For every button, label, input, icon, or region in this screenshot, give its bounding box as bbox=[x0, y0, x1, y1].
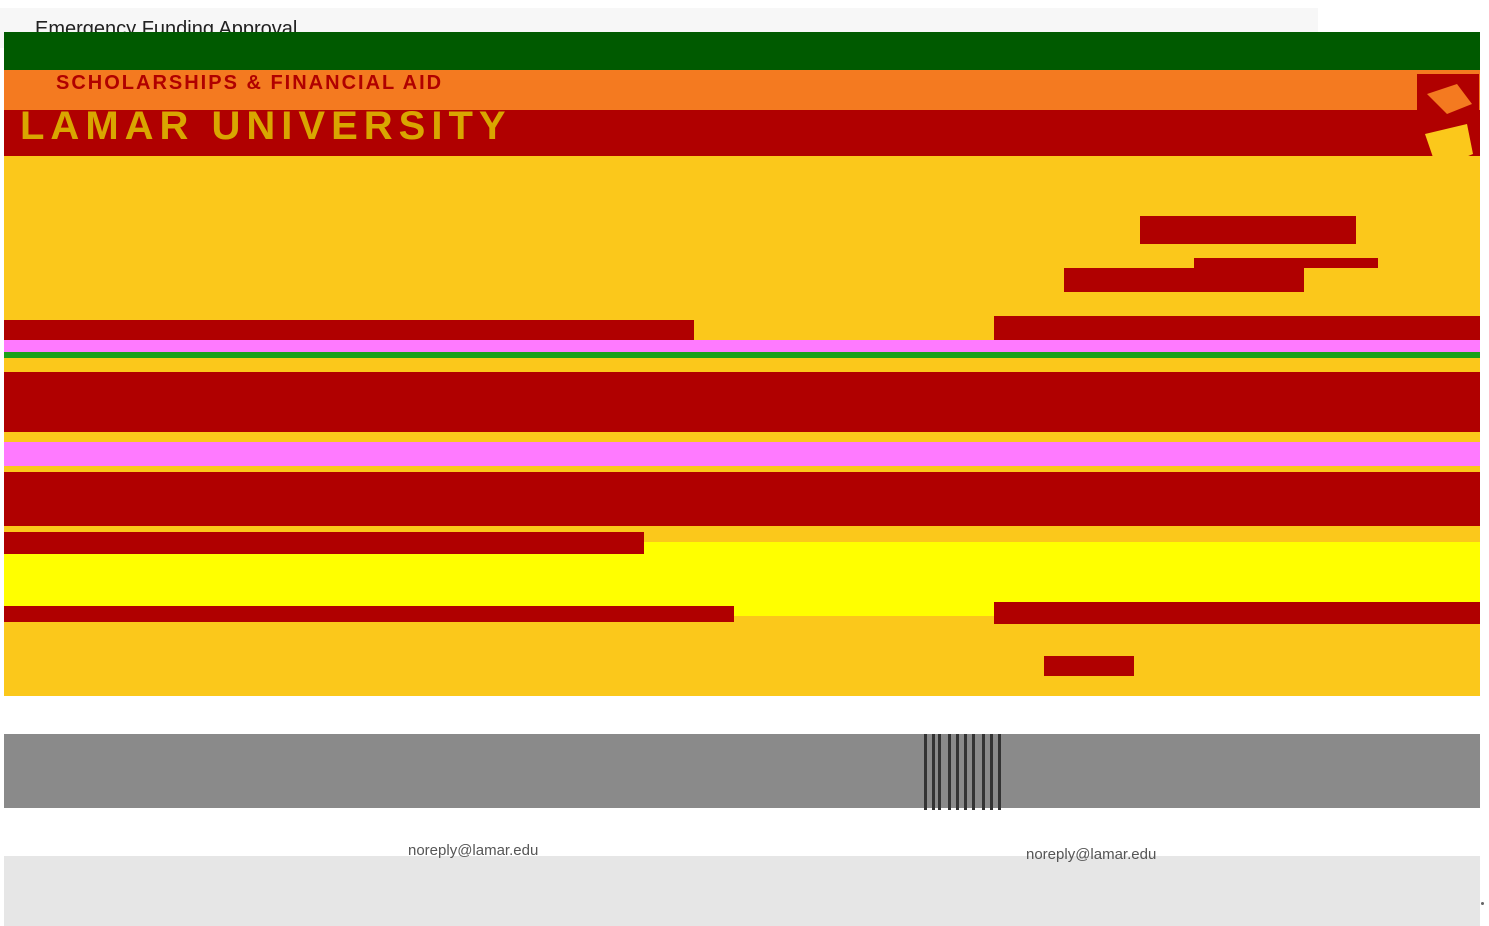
fragment-9 bbox=[994, 602, 1480, 624]
corner-dot bbox=[1481, 902, 1484, 905]
fragment-4 bbox=[1044, 656, 1134, 676]
body-green-line bbox=[4, 352, 1480, 358]
email-body-image bbox=[4, 156, 1480, 696]
fragment-2 bbox=[1194, 258, 1378, 268]
fragment-7 bbox=[4, 532, 644, 554]
body-red-band-3 bbox=[4, 472, 1480, 526]
body-red-band-2 bbox=[4, 372, 1480, 432]
department-name: SCHOLARSHIPS & FINANCIAL AID bbox=[56, 72, 443, 95]
green-header-bar bbox=[4, 32, 1480, 70]
body-magenta-band bbox=[4, 442, 1480, 466]
footer-gray-band bbox=[4, 734, 1480, 808]
sender-email-repeat[interactable]: noreply@lamar.edu bbox=[1026, 846, 1156, 863]
fragment-6 bbox=[994, 316, 1480, 340]
body-magenta-line bbox=[4, 340, 1480, 352]
sender-email[interactable]: noreply@lamar.edu bbox=[408, 842, 538, 859]
footer-base bbox=[4, 856, 1480, 926]
fragment-3 bbox=[1064, 268, 1304, 292]
university-name: LAMAR UNIVERSITY bbox=[20, 104, 512, 149]
fragment-5 bbox=[4, 320, 694, 340]
fragment-8 bbox=[4, 606, 734, 622]
fragment-1 bbox=[1140, 216, 1356, 244]
barcode-icon bbox=[920, 734, 1002, 810]
email-footer bbox=[4, 696, 1480, 926]
